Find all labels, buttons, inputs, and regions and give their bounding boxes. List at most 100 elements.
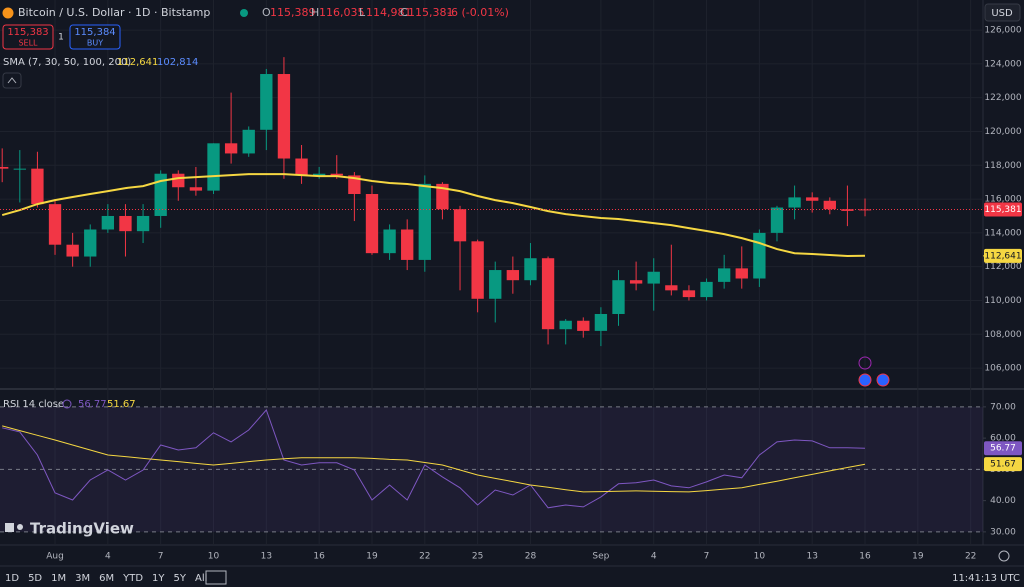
candle-body [717,268,731,282]
buy-label[interactable]: BUY [87,39,103,48]
ohlc-key: L [359,6,366,19]
y-tick-label: 120,000 [984,127,1021,137]
x-tick-label: 19 [912,552,924,562]
symbol-title: Bitcoin / U.S. Dollar · 1D · Bitstamp [18,6,210,19]
sell-button[interactable]: 115,383 SELL [2,24,54,50]
x-tick-label: 22 [965,552,976,562]
candle-body [277,74,291,159]
range-button[interactable]: 5Y [174,573,187,584]
sell-box[interactable] [2,24,54,50]
buy-price[interactable]: 115,384 [74,27,115,38]
candle-body [207,143,220,191]
date-range-icon[interactable] [205,570,227,585]
y-tick-label: 110,000 [984,296,1021,306]
candle-body [453,209,467,242]
ohlc-key: H [311,6,319,19]
x-tick-label: 10 [208,552,220,562]
candle-body [647,271,660,284]
candle-body [612,280,625,314]
y-tick-label: 106,000 [984,364,1021,374]
sell-label[interactable]: SELL [18,39,38,48]
event-icon[interactable] [858,356,872,370]
candle-body [559,320,572,330]
sma-line [1,173,866,258]
range-button[interactable]: All [195,573,207,584]
candle-body [295,158,308,176]
currency-box[interactable] [984,3,1021,22]
y-tick-label: 40.00 [990,496,1016,506]
sma-legend-value: 112,641 [117,57,158,68]
x-tick-label: 28 [525,552,537,562]
ohlc-key: O [262,6,271,19]
buy-box[interactable] [69,24,121,50]
event-flag[interactable] [876,373,890,387]
candle-body [418,183,431,260]
x-tick-label: Aug [46,552,64,562]
settings-icon[interactable] [998,550,1010,562]
collapse-button[interactable] [2,72,22,89]
buy-button[interactable]: 115,384 BUY [69,24,121,50]
y-tick-label: 122,000 [984,93,1021,103]
x-tick-label: Sep [592,552,609,562]
x-tick-label: 19 [366,552,378,562]
candle-body [383,229,396,254]
candle-body [471,241,484,299]
currency[interactable]: USD [991,8,1013,19]
x-tick-label: 25 [472,552,483,562]
collapse-icon[interactable] [7,77,17,84]
candle-body [242,129,255,154]
candle-body [665,285,678,291]
x-tick-label: 7 [704,552,710,562]
event-flag[interactable] [858,373,872,387]
candle-body [119,215,132,232]
price-badge [984,457,1022,472]
candle-body [31,168,44,205]
range-button[interactable]: 5D [28,573,42,584]
sma-legend: SMA (7, 30, 50, 100, 200) [3,57,131,68]
range-button[interactable]: 6M [99,573,114,584]
rsi-line [2,409,866,509]
range-button[interactable]: YTD [122,573,143,584]
rsi-line [2,425,866,493]
sma-legend-value: 102,814 [157,57,198,68]
sell-price[interactable]: 115,383 [7,27,48,38]
range-button[interactable]: 3M [75,573,90,584]
x-tick-label: 22 [419,552,430,562]
price-badge-label: 115,381 [984,205,1021,215]
rsi-icon [62,399,72,409]
y-tick-label: 126,000 [984,26,1021,36]
candle-body [401,229,414,260]
range-button[interactable]: 1D [5,573,19,584]
candle-body [13,168,26,170]
range-button[interactable]: 1M [51,573,66,584]
logo-mark [5,523,14,532]
ohlc-value: 115,381 [408,6,454,19]
x-tick-label: 13 [261,552,272,562]
candle-body [330,173,343,176]
logo: TradingView [5,520,134,538]
rsi-legend: RSI 14 close [3,399,64,410]
y-tick-label: 108,000 [984,330,1021,340]
x-tick-label: 16 [313,552,325,562]
logo-text: TradingView [30,520,134,538]
candle-body [788,197,801,208]
price-badge [984,441,1022,456]
range-button[interactable]: 1Y [152,573,165,584]
ohlc-key: C [400,6,408,19]
price-badge-label: 51.67 [990,460,1016,470]
candle-body [506,270,520,281]
candle-body [436,183,449,210]
x-tick-label: 13 [806,552,817,562]
x-tick-label: 4 [105,552,111,562]
candle-body [365,194,379,254]
candle-body [735,268,748,279]
quantity[interactable]: 1 [58,33,64,43]
price-badge [984,202,1022,217]
x-tick-label: 16 [859,552,871,562]
y-tick-label: 70.00 [990,402,1016,412]
price-badge-label: 56.77 [990,444,1016,454]
y-tick-label: 60.00 [990,434,1016,444]
change: -6 (-0.01%) [447,6,509,19]
candle-body [224,143,238,154]
